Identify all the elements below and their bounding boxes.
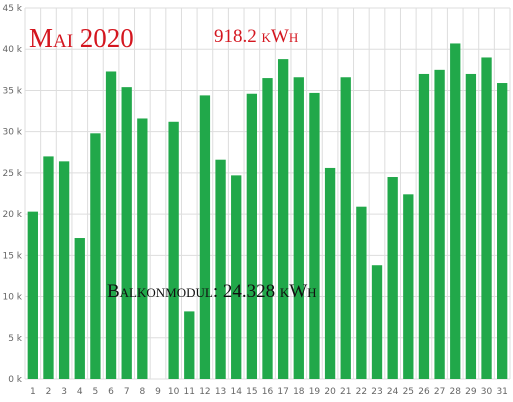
x-tick-label: 24 <box>387 387 399 397</box>
bars <box>27 43 508 380</box>
x-tick-label: 30 <box>481 387 493 397</box>
bar <box>465 73 477 379</box>
bar <box>90 133 101 379</box>
chart-annotation: Balkonmodul: 24.328 kWh <box>107 281 317 302</box>
x-tick-label: 7 <box>124 387 130 397</box>
bar <box>497 83 508 379</box>
bar <box>58 161 70 379</box>
x-tick-label: 12 <box>199 387 210 397</box>
chart-title: Mai 2020 <box>29 23 134 53</box>
x-tick-label: 21 <box>340 387 351 397</box>
x-tick-label: 27 <box>434 387 445 397</box>
x-tick-label: 2 <box>46 387 52 397</box>
x-tick-label: 5 <box>93 387 99 397</box>
bar <box>199 95 211 379</box>
bar <box>371 265 383 379</box>
bar <box>387 177 398 379</box>
bar <box>481 57 492 379</box>
x-tick-label: 20 <box>324 387 336 397</box>
x-tick-label: 15 <box>246 387 257 397</box>
bar <box>434 69 445 379</box>
y-tick-label: 35 k <box>2 86 22 96</box>
bar <box>246 93 258 380</box>
y-tick-label: 25 k <box>2 169 22 179</box>
x-tick-label: 31 <box>496 387 507 397</box>
bar <box>293 77 304 380</box>
x-tick-label: 29 <box>465 387 477 397</box>
x-tick-label: 6 <box>108 387 114 397</box>
bar <box>277 59 289 380</box>
y-axis-ticks: 0 k 5 k 10 k 15 k 20 k 25 k 30 k 35 k 40 k 45 k <box>2 4 22 385</box>
x-tick-label: 25 <box>403 387 414 397</box>
bar <box>418 73 430 379</box>
x-tick-label: 28 <box>450 387 462 397</box>
bar <box>74 238 85 379</box>
x-tick-label: 18 <box>293 387 305 397</box>
gridlines <box>24 7 511 380</box>
bar <box>403 194 414 379</box>
bar <box>168 121 179 380</box>
bar <box>231 175 242 379</box>
x-tick-label: 4 <box>77 387 83 397</box>
bar <box>27 211 38 379</box>
y-tick-label: 30 k <box>2 128 22 138</box>
bar <box>450 43 461 379</box>
x-tick-label: 14 <box>230 387 242 397</box>
bar <box>137 118 148 379</box>
bar <box>324 167 336 379</box>
x-tick-label: 9 <box>155 387 161 397</box>
y-tick-label: 45 k <box>2 4 22 14</box>
bar <box>340 77 351 380</box>
y-tick-label: 15 k <box>2 251 22 261</box>
y-tick-label: 10 k <box>2 293 22 303</box>
y-tick-label: 5 k <box>8 334 23 344</box>
bar <box>262 78 273 380</box>
x-tick-label: 10 <box>168 387 180 397</box>
y-tick-label: 20 k <box>2 210 22 220</box>
x-tick-label: 13 <box>215 387 226 397</box>
x-tick-label: 1 <box>30 387 36 397</box>
y-tick-label: 40 k <box>2 45 22 55</box>
bar <box>309 92 320 379</box>
x-tick-label: 22 <box>356 387 367 397</box>
x-tick-label: 26 <box>418 387 430 397</box>
bar <box>356 206 367 379</box>
bar <box>43 156 54 379</box>
x-tick-label: 19 <box>309 387 321 397</box>
x-tick-label: 17 <box>277 387 288 397</box>
y-tick-label: 0 k <box>8 375 23 385</box>
x-tick-label: 16 <box>262 387 274 397</box>
x-axis-ticks: 1 2 3 4 5 6 7 8 9 10 11 12 13 14 15 16 17 18 19 20 21 22 23 24 2… <box>30 387 508 397</box>
x-tick-label: 23 <box>371 387 382 397</box>
bar <box>105 71 117 379</box>
bar <box>184 311 195 379</box>
bar <box>121 87 132 379</box>
bar <box>215 159 226 379</box>
x-tick-label: 3 <box>61 387 67 397</box>
x-tick-label: 8 <box>139 387 145 397</box>
x-tick-label: 11 <box>184 387 195 397</box>
chart-subtitle: 918.2 kWh <box>214 26 298 47</box>
